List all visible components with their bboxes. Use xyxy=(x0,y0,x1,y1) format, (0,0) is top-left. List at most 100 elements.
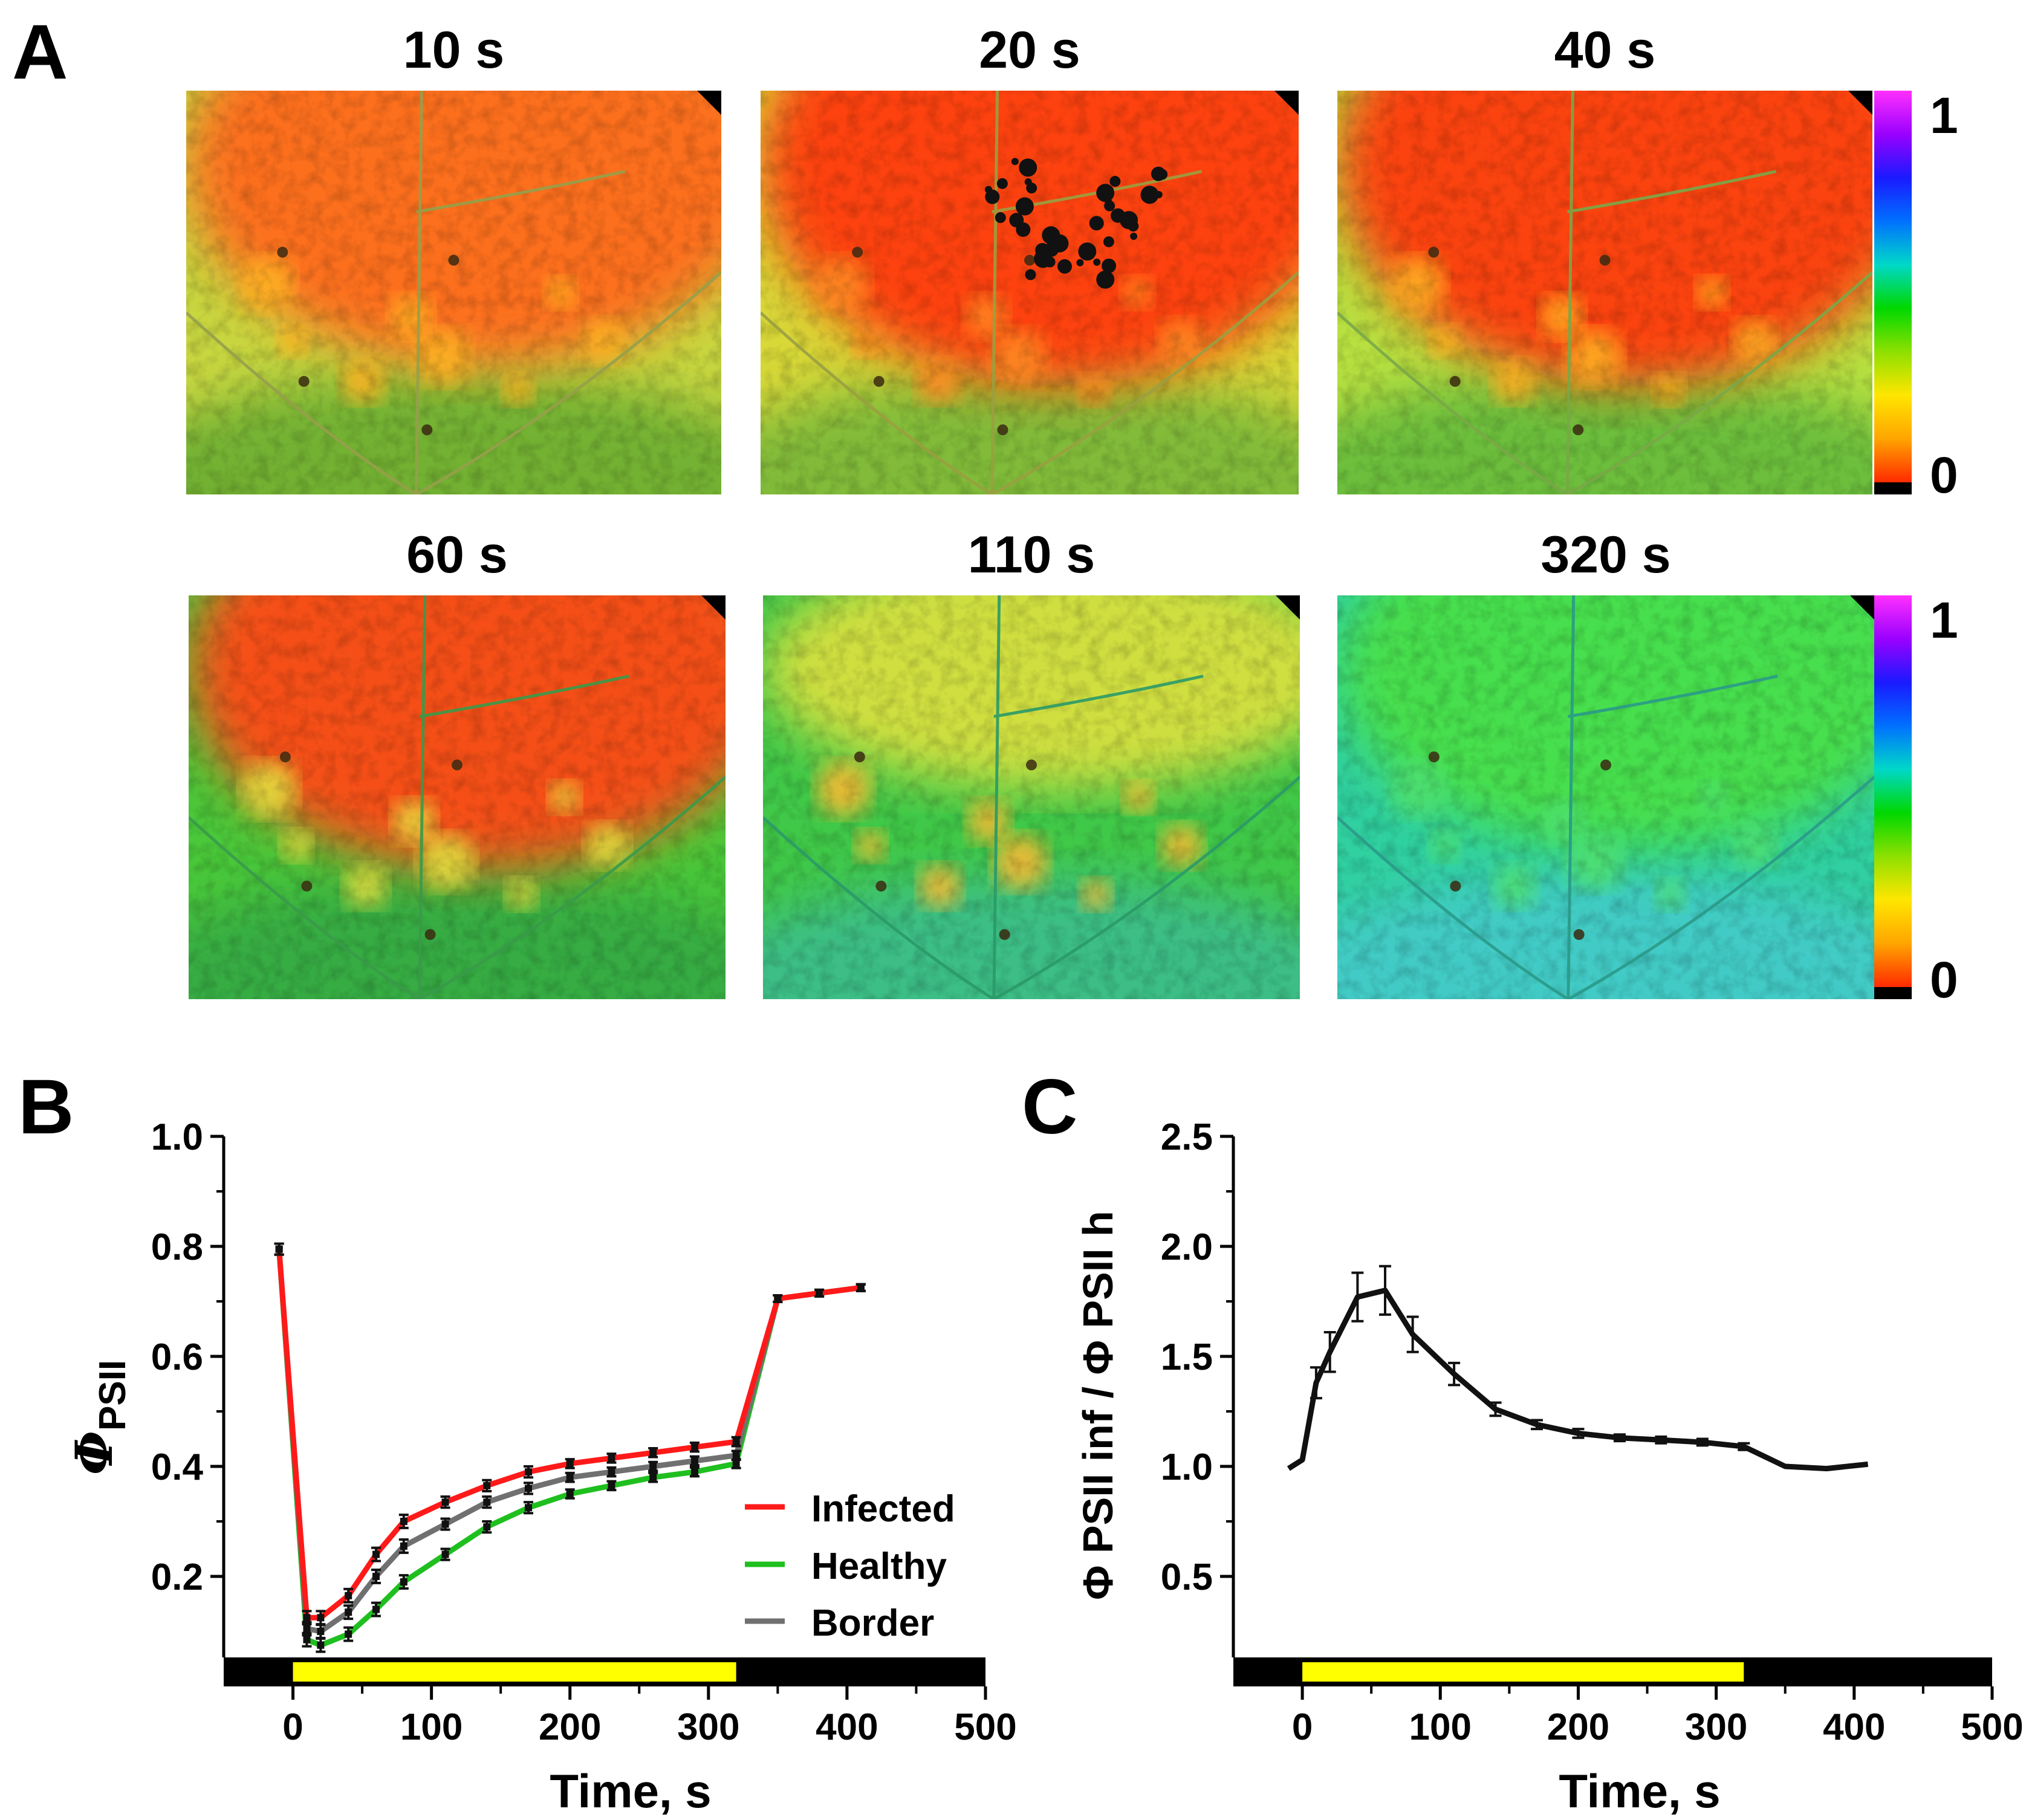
ratio-error-bar xyxy=(1738,1442,1750,1451)
x-tick-label: 200 xyxy=(1547,1706,1609,1748)
data-point xyxy=(302,1610,312,1626)
y-tick-label: 2.0 xyxy=(1161,1226,1213,1268)
colorbar-min-label: 0 xyxy=(1930,447,1958,504)
image-time-label: 320 s xyxy=(1540,526,1670,584)
colorbar-min-label: 0 xyxy=(1930,951,1958,1008)
image-time-label: 110 s xyxy=(968,526,1095,584)
image-time-label: 40 s xyxy=(1554,21,1655,79)
x-tick-label: 200 xyxy=(539,1706,601,1748)
data-point xyxy=(343,1604,354,1621)
leaf-image-tile: 40 s xyxy=(1337,21,1872,494)
colorbars: 1 0 1 0 xyxy=(1874,87,1958,1008)
data-point xyxy=(398,1574,409,1590)
chart-b-xlabel: Time, s xyxy=(550,1764,711,1818)
chart-c-ylabel: Φ PSII inf / Φ PSII h xyxy=(1074,1211,1122,1600)
data-point xyxy=(482,1478,492,1492)
data-point xyxy=(606,1452,617,1464)
chart-b-ylabel: ΦPSII xyxy=(64,1360,134,1475)
leaf-image-tile: 110 s xyxy=(763,526,1300,999)
ratio-error-bar xyxy=(1448,1361,1461,1387)
chart-b-axes: 0.2 0.4 0.6 0.8 1.0 0 100 200 300 400 500 xyxy=(151,1116,1017,1748)
chart-b: 0.20.40.60.81.00 100 200 300 400 500 Time, s … xyxy=(64,1116,1017,1818)
data-point xyxy=(648,1471,658,1483)
leaf-image-tile: 10 s xyxy=(186,21,721,494)
data-point xyxy=(440,1517,450,1531)
chart-b-ylabel-sub: PSII xyxy=(92,1360,134,1431)
data-point xyxy=(524,1465,533,1479)
ratio-error-bar xyxy=(1351,1271,1364,1323)
ratio-error-bar xyxy=(1379,1265,1391,1316)
colorbar-top: 1 0 xyxy=(1874,87,1958,504)
data-point xyxy=(648,1446,658,1459)
colorbar-gradient xyxy=(1874,91,1912,494)
data-point xyxy=(371,1569,381,1584)
chart-c-xlabel: Time, s xyxy=(1559,1764,1720,1818)
image-time-label: 10 s xyxy=(403,21,504,79)
data-point xyxy=(440,1547,450,1561)
panel-label-a: A xyxy=(12,9,68,96)
ratio-error-bar xyxy=(1613,1433,1626,1443)
data-point xyxy=(371,1546,381,1563)
y-tick-label: 0.2 xyxy=(151,1556,203,1598)
y-tick-label: 0.6 xyxy=(151,1336,203,1378)
data-point xyxy=(274,1242,284,1256)
data-point xyxy=(343,1626,354,1642)
data-point xyxy=(731,1436,741,1448)
legend-label-infected: Infected xyxy=(811,1488,955,1530)
ratio-error-bar xyxy=(1655,1435,1667,1445)
data-point xyxy=(316,1610,326,1626)
panel-label-c: C xyxy=(1022,1064,1077,1150)
colorbar-bottom: 1 0 xyxy=(1874,592,1958,1008)
chart-c: 0.51.01.52.02.50 100 200 300 400 500 Time, s … xyxy=(1074,1116,2024,1818)
leaf-image-tile: 320 s xyxy=(1337,526,1874,999)
data-point xyxy=(524,1501,533,1515)
data-point xyxy=(371,1601,381,1618)
data-point xyxy=(565,1458,575,1469)
ratio-error-bar xyxy=(1489,1401,1502,1417)
data-point xyxy=(689,1441,700,1453)
data-point xyxy=(316,1637,326,1653)
series-infected xyxy=(274,1242,866,1626)
data-point xyxy=(565,1471,575,1483)
y-tick-label: 1.0 xyxy=(151,1116,203,1158)
panel-label-b: B xyxy=(18,1064,74,1150)
chart-b-ylabel-symbol: Φ xyxy=(64,1431,124,1475)
data-point xyxy=(398,1514,409,1529)
data-point xyxy=(689,1466,700,1478)
chart-c-axes: 0.5 1.0 1.5 2.0 2.5 0 100 200 300 400 500 xyxy=(1161,1116,2024,1748)
data-point xyxy=(524,1482,533,1495)
x-tick-label: 300 xyxy=(677,1706,739,1748)
data-point xyxy=(855,1283,866,1292)
colorbar-max-label: 1 xyxy=(1930,87,1958,144)
image-grid: 10 s 20 s 40 s 60 s 110 s 320 s xyxy=(186,21,1874,999)
image-time-label: 20 s xyxy=(979,21,1080,79)
image-time-label: 60 s xyxy=(406,526,507,584)
ratio-error-bar xyxy=(1572,1428,1585,1439)
data-point xyxy=(648,1460,658,1472)
colorbar-gradient xyxy=(1874,595,1912,999)
data-point xyxy=(606,1466,617,1478)
leaf-image-tile: 20 s xyxy=(761,21,1299,494)
data-point xyxy=(565,1488,575,1500)
y-tick-label: 0.5 xyxy=(1161,1556,1213,1598)
x-tick-label: 500 xyxy=(1961,1706,2023,1748)
x-tick-label: 500 xyxy=(954,1706,1016,1748)
y-tick-label: 0.8 xyxy=(151,1226,203,1268)
x-tick-label: 300 xyxy=(1685,1706,1747,1748)
data-point xyxy=(482,1520,492,1534)
ratio-error-bar xyxy=(1310,1366,1322,1400)
y-tick-label: 1.5 xyxy=(1161,1336,1213,1378)
y-tick-label: 0.4 xyxy=(151,1446,204,1488)
data-point xyxy=(689,1455,700,1467)
ratio-error-bar xyxy=(1696,1437,1709,1447)
data-point xyxy=(482,1495,492,1509)
data-point xyxy=(343,1587,354,1604)
x-tick-label: 0 xyxy=(1292,1706,1313,1748)
chart-b-legend: Infected Healthy Border xyxy=(745,1488,955,1644)
chart-b-series xyxy=(274,1242,866,1653)
x-tick-label: 400 xyxy=(816,1706,878,1748)
light-period-bar xyxy=(293,1662,736,1682)
y-tick-label: 1.0 xyxy=(1161,1446,1213,1488)
ratio-error-bar xyxy=(1531,1419,1543,1431)
